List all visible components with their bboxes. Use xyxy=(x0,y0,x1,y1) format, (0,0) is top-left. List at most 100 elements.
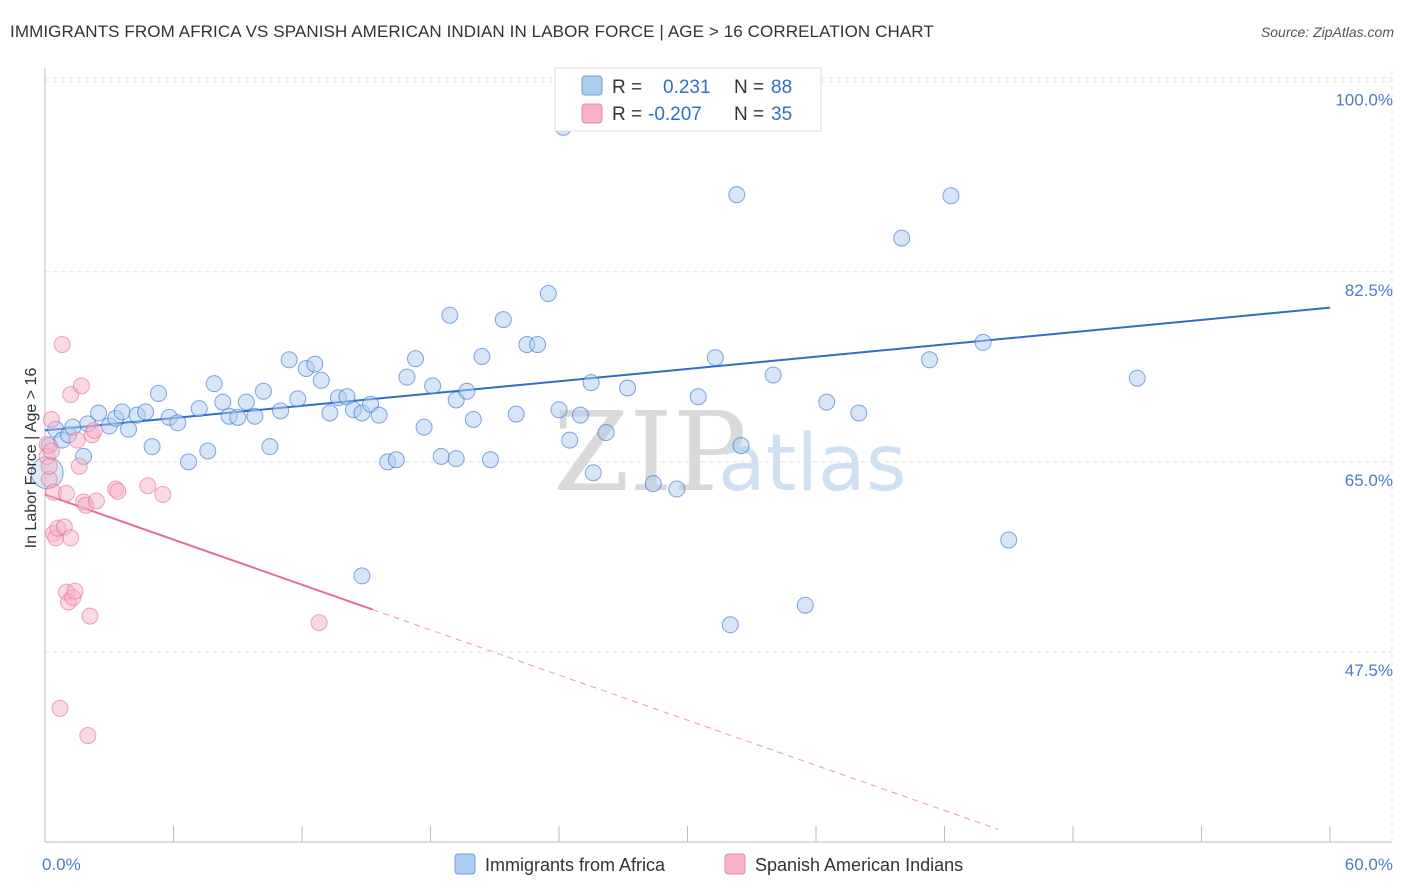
point-africa-26 xyxy=(237,393,255,411)
point-africa-46 xyxy=(407,350,425,368)
point-spanish-3 xyxy=(40,457,58,475)
point-africa-52 xyxy=(458,382,476,400)
point-africa-74 xyxy=(850,404,868,422)
point-africa-49 xyxy=(432,447,450,465)
point-spanish-25 xyxy=(81,607,99,625)
point-africa-55 xyxy=(481,451,499,469)
point-spanish-12 xyxy=(57,484,75,502)
point-africa-54 xyxy=(473,348,491,366)
point-spanish-28 xyxy=(87,492,105,510)
point-africa-42 xyxy=(370,406,388,424)
x-tick-label-1: 60.0% xyxy=(1345,855,1393,874)
point-spanish-33 xyxy=(310,614,328,632)
point-spanish-30 xyxy=(109,482,127,500)
point-africa-16 xyxy=(150,384,168,402)
point-africa-64 xyxy=(582,374,600,392)
point-africa-21 xyxy=(199,442,217,460)
watermark: ZIP atlas xyxy=(553,388,907,516)
point-africa-57 xyxy=(507,405,525,423)
legend-r-label-blue: R = xyxy=(612,77,642,98)
y-axis-label: In Labor Force | Age > 16 xyxy=(23,368,40,549)
point-africa-11 xyxy=(113,403,131,421)
point-africa-28 xyxy=(254,382,272,400)
x-tick-labels: 0.0% 60.0% xyxy=(42,855,1393,874)
point-africa-27 xyxy=(246,407,264,425)
point-africa-60 xyxy=(539,285,557,303)
legend-n-label-blue: N = xyxy=(734,77,764,98)
legend-n-value-blue: 88 xyxy=(771,77,792,98)
point-africa-85 xyxy=(584,464,602,482)
legend-swatch-pink xyxy=(581,103,603,124)
point-africa-76 xyxy=(921,351,939,369)
point-spanish-9 xyxy=(51,699,69,717)
x-tick-label-0: 0.0% xyxy=(42,855,81,874)
series-legend-swatch-africa xyxy=(454,853,476,875)
point-spanish-27 xyxy=(85,421,103,439)
point-africa-84 xyxy=(447,450,465,468)
watermark-atlas: atlas xyxy=(718,419,907,509)
point-africa-15 xyxy=(143,438,161,456)
series-legend: Immigrants from Africa Spanish American … xyxy=(454,853,963,875)
y-tick-label-1: 65.0% xyxy=(1345,471,1393,490)
point-africa-18 xyxy=(169,414,187,432)
legend-r-value-blue: 0.231 xyxy=(663,77,711,98)
point-africa-36 xyxy=(321,404,339,422)
y-tick-labels: 47.5% 65.0% 82.5% 100.0% xyxy=(1335,91,1393,680)
trend-line-extension-1 xyxy=(372,609,999,830)
point-spanish-15 xyxy=(62,529,80,547)
point-africa-82 xyxy=(1128,369,1146,387)
y-tick-label-3: 100.0% xyxy=(1335,91,1393,110)
y-tick-label-2: 82.5% xyxy=(1345,281,1393,300)
point-africa-12 xyxy=(120,420,138,438)
series-legend-label-africa: Immigrants from Africa xyxy=(485,855,666,875)
legend-swatch-blue xyxy=(581,75,603,96)
point-africa-86 xyxy=(721,616,739,634)
point-spanish-20 xyxy=(70,457,88,475)
y-tick-label-0: 47.5% xyxy=(1345,661,1393,680)
point-spanish-10 xyxy=(53,336,71,354)
point-africa-62 xyxy=(561,431,579,449)
point-africa-61 xyxy=(550,401,568,419)
point-africa-69 xyxy=(689,388,707,406)
legend-r-value-pink: -0.207 xyxy=(648,104,702,125)
legend-r-label-pink: R = xyxy=(612,104,642,125)
point-africa-19 xyxy=(179,453,197,471)
point-africa-45 xyxy=(398,368,416,386)
grid-lines xyxy=(45,70,1393,842)
point-africa-53 xyxy=(464,411,482,429)
point-africa-65 xyxy=(597,424,615,442)
series-legend-label-spanish: Spanish American Indians xyxy=(755,855,963,875)
point-africa-47 xyxy=(415,418,433,436)
point-spanish-24 xyxy=(79,727,97,745)
point-spanish-32 xyxy=(154,485,172,503)
point-africa-66 xyxy=(619,379,637,397)
point-spanish-31 xyxy=(139,477,157,495)
point-africa-77 xyxy=(974,333,992,351)
point-africa-34 xyxy=(306,355,324,373)
point-africa-73 xyxy=(818,393,836,411)
point-africa-75 xyxy=(893,229,911,247)
point-africa-72 xyxy=(764,366,782,384)
point-africa-68 xyxy=(668,480,686,498)
point-spanish-19 xyxy=(68,431,86,449)
point-africa-23 xyxy=(214,393,232,411)
legend-n-value-pink: 35 xyxy=(771,104,792,125)
point-africa-30 xyxy=(272,402,290,420)
point-africa-35 xyxy=(312,371,330,389)
point-africa-22 xyxy=(205,375,223,393)
point-africa-81 xyxy=(942,187,960,205)
point-africa-29 xyxy=(261,438,279,456)
point-africa-71 xyxy=(732,437,750,455)
point-africa-70 xyxy=(706,349,724,367)
trend-line-1 xyxy=(44,493,374,611)
point-spanish-21 xyxy=(72,377,90,395)
point-africa-50 xyxy=(441,306,459,324)
chart-title: IMMIGRANTS FROM AFRICA VS SPANISH AMERIC… xyxy=(10,22,934,41)
point-africa-67 xyxy=(644,475,662,493)
point-africa-80 xyxy=(728,186,746,204)
point-africa-83 xyxy=(353,567,371,585)
point-spanish-4 xyxy=(42,411,60,429)
stats-legend: R = 0.231 N = 88 R = -0.207 N = 35 xyxy=(554,67,822,132)
point-spanish-18 xyxy=(66,582,84,600)
